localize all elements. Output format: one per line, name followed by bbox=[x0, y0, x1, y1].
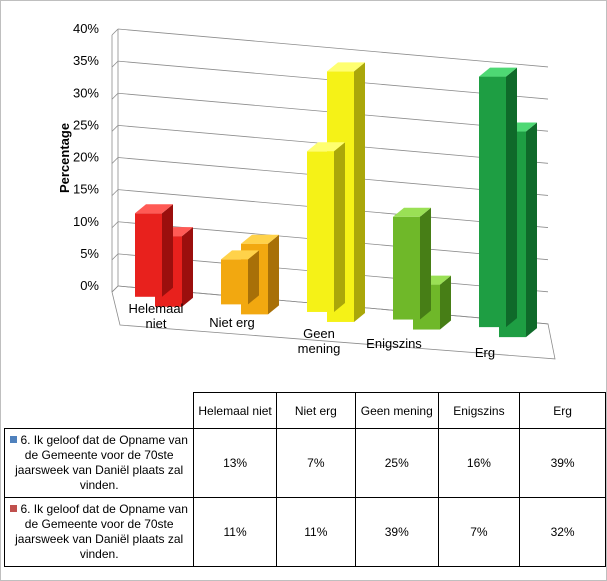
legend-swatch bbox=[10, 505, 18, 512]
table-value-cell: 7% bbox=[437, 497, 521, 567]
series-name-cell: 6. Ik geloof dat de Opname van de Gemeen… bbox=[3, 428, 195, 498]
category-label: Enigszins bbox=[366, 336, 422, 351]
bar-series2-top bbox=[327, 62, 365, 72]
labels: 0% 5% 10% 15% 20% 25% 30% 35% 40% Percentage Helem… bbox=[57, 21, 495, 360]
table-row: 6. Ik geloof dat de Opname van de Gemeen… bbox=[3, 497, 606, 567]
bar-series1 bbox=[135, 213, 162, 297]
bar-series1 bbox=[307, 151, 334, 312]
table-value-cell: 11% bbox=[193, 497, 277, 567]
chart-plot: 0% 5% 10% 15% 20% 25% 30% 35% 40% Percentage Helem… bbox=[57, 21, 556, 360]
bar-series1-side bbox=[420, 207, 431, 320]
category-label: Erg bbox=[475, 345, 495, 360]
category-label: Niet erg bbox=[209, 315, 255, 330]
bar-series1 bbox=[221, 259, 248, 305]
bar-series2-top bbox=[241, 234, 279, 244]
gridline bbox=[111, 221, 119, 229]
table-value-cell: 11% bbox=[275, 497, 356, 567]
category-label-line: mening bbox=[298, 341, 341, 356]
category-label: Helemaal niet bbox=[129, 301, 184, 331]
bars bbox=[135, 62, 537, 338]
bar-series1 bbox=[393, 216, 420, 320]
y-tick-label: 5% bbox=[80, 246, 99, 261]
bar-series2-side bbox=[440, 275, 451, 330]
series-name: 6. Ik geloof dat de Opname van de Gemeen… bbox=[15, 502, 188, 561]
bar-series1-side bbox=[334, 142, 345, 312]
table-value-cell: 25% bbox=[354, 428, 439, 498]
bar-series1-top bbox=[221, 250, 259, 260]
series-name: 6. Ik geloof dat de Opname van de Gemeen… bbox=[15, 433, 188, 492]
gridline bbox=[111, 92, 119, 100]
table-value-cell: 13% bbox=[193, 428, 277, 498]
gridline bbox=[111, 60, 119, 68]
bar-series1-side bbox=[248, 250, 259, 305]
gridline bbox=[111, 125, 119, 132]
y-tick-label: 40% bbox=[73, 21, 99, 36]
bar-series1-top bbox=[135, 204, 173, 214]
bar-series2-side bbox=[268, 234, 279, 315]
y-tick-label: 30% bbox=[73, 85, 99, 100]
gridline bbox=[111, 157, 119, 164]
y-axis-title: Percentage bbox=[57, 123, 72, 193]
y-tick-label: 0% bbox=[80, 278, 99, 293]
table-row: 6. Ik geloof dat de Opname van de Gemeen… bbox=[3, 428, 606, 498]
table-column-header: Enigszins bbox=[437, 392, 521, 429]
bar-series1 bbox=[479, 76, 506, 328]
bar-series1-top bbox=[393, 207, 431, 217]
floor bbox=[111, 285, 556, 360]
table-value-cell: 7% bbox=[275, 428, 356, 498]
series-name-cell: 6. Ik geloof dat de Opname van de Gemeen… bbox=[3, 497, 195, 567]
bar-series1-top bbox=[307, 142, 345, 152]
y-tick-label: 10% bbox=[73, 214, 99, 229]
table-column-header: Erg bbox=[519, 392, 606, 429]
table-corner bbox=[5, 393, 194, 429]
y-tick-label: 15% bbox=[73, 182, 99, 197]
table-column-header: Niet erg bbox=[275, 392, 356, 429]
table-column-header: Helemaal niet bbox=[193, 392, 277, 429]
y-tick-label: 20% bbox=[73, 150, 99, 165]
category-label-line: Geen bbox=[303, 326, 335, 341]
y-tick-label: 35% bbox=[73, 53, 99, 68]
gridline bbox=[111, 253, 119, 261]
table-value-cell: 39% bbox=[354, 497, 439, 567]
bar-series1-side bbox=[162, 204, 173, 297]
bar-series1-top bbox=[479, 67, 517, 77]
gridline bbox=[117, 28, 549, 68]
table-column-header: Geen mening bbox=[354, 392, 439, 429]
legend-swatch bbox=[10, 436, 18, 443]
category-label-line: niet bbox=[146, 316, 167, 331]
bar-series2-side bbox=[354, 62, 365, 323]
bar-series2-side bbox=[182, 227, 193, 307]
category-label: Geen mening bbox=[298, 326, 341, 356]
table-value-cell: 16% bbox=[437, 428, 521, 498]
gridline bbox=[111, 189, 119, 196]
bar-series2-side bbox=[526, 122, 537, 338]
y-tick-label: 25% bbox=[73, 117, 99, 132]
gridline bbox=[111, 28, 119, 36]
category-label-line: Helemaal bbox=[129, 301, 184, 316]
table-header-row: Helemaal niet Niet erg Geen mening Enigszin… bbox=[5, 392, 606, 429]
bar-series1-side bbox=[506, 67, 517, 328]
table-value-cell: 39% bbox=[519, 428, 606, 498]
data-table: Helemaal niet Niet erg Geen mening Enigszin… bbox=[3, 392, 606, 567]
table-value-cell: 32% bbox=[519, 497, 606, 567]
